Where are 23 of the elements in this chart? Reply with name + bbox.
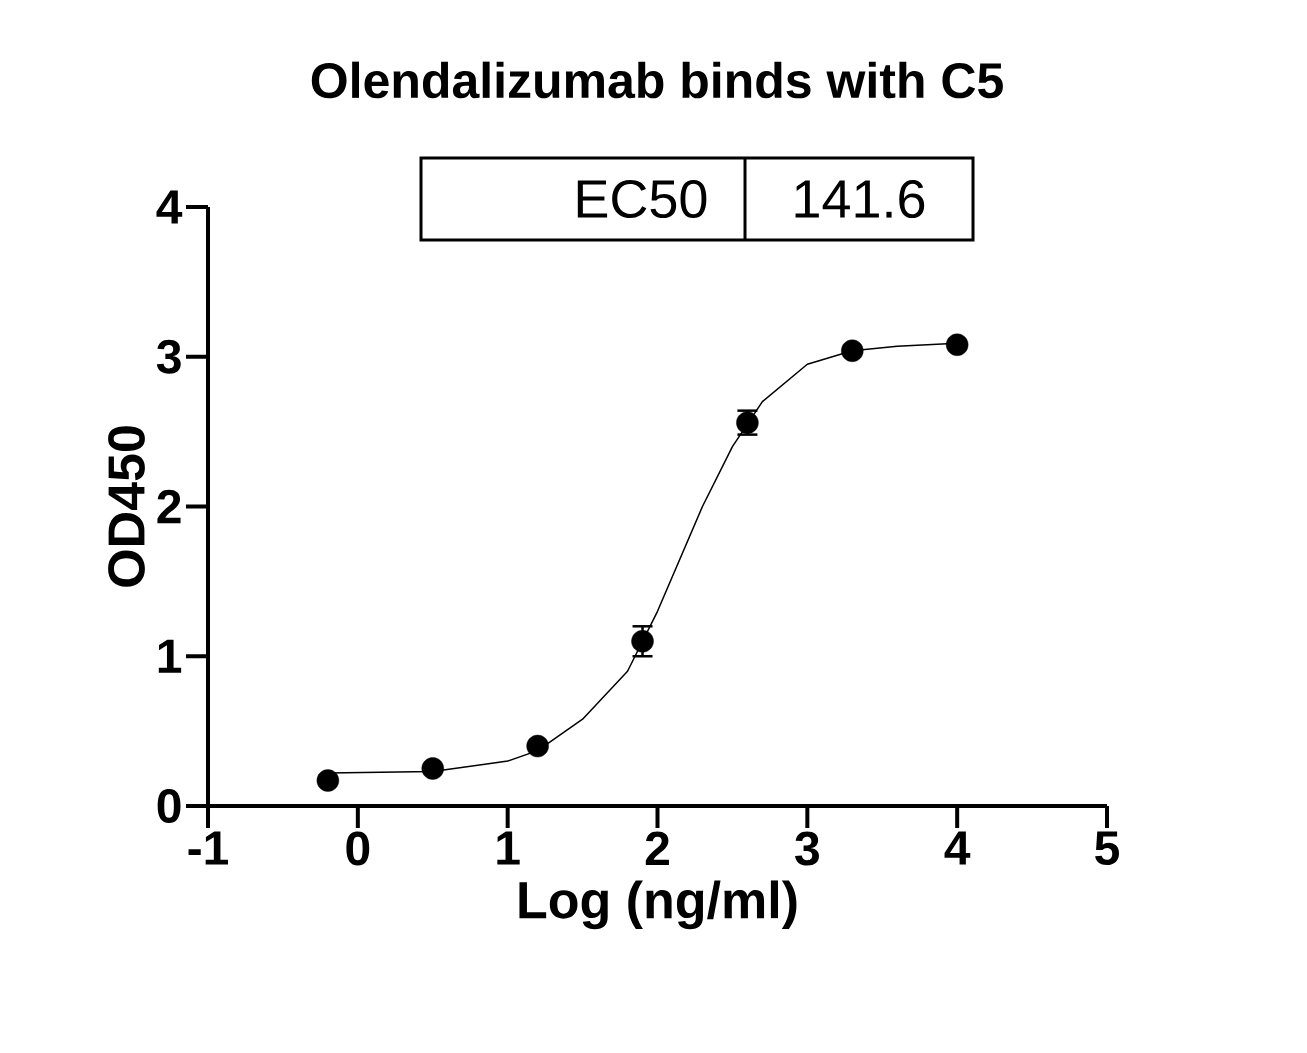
y-tick-label: 2 (157, 489, 181, 524)
annotation: 141.6 (795, 179, 925, 219)
x-axis-title: Log (ng/ml) (519, 880, 797, 930)
point (526, 734, 549, 758)
y-tick-label: 0 (157, 789, 181, 823)
x-tick-label: -1 (188, 831, 229, 865)
y-tick-label: 3 (156, 339, 181, 374)
point (841, 339, 864, 362)
chart-title: Olendalizumab binds with C5 (311, 61, 1003, 99)
x-tick-label: 0 (346, 831, 370, 866)
x-tick-label: 5 (1095, 831, 1120, 866)
x-tick-label: 2 (645, 831, 669, 866)
point (316, 769, 340, 792)
y-tick-label: 1 (158, 639, 182, 673)
x-tick-label: 1 (497, 831, 520, 865)
point (945, 333, 969, 356)
annotation: EC50 (577, 179, 707, 219)
point (631, 630, 654, 653)
y-axis-title: OD450 (108, 426, 145, 587)
point (421, 757, 444, 780)
x-tick-label: 4 (944, 831, 971, 865)
x-tick-label: 3 (795, 831, 819, 866)
y-tick-label: 4 (156, 190, 183, 224)
